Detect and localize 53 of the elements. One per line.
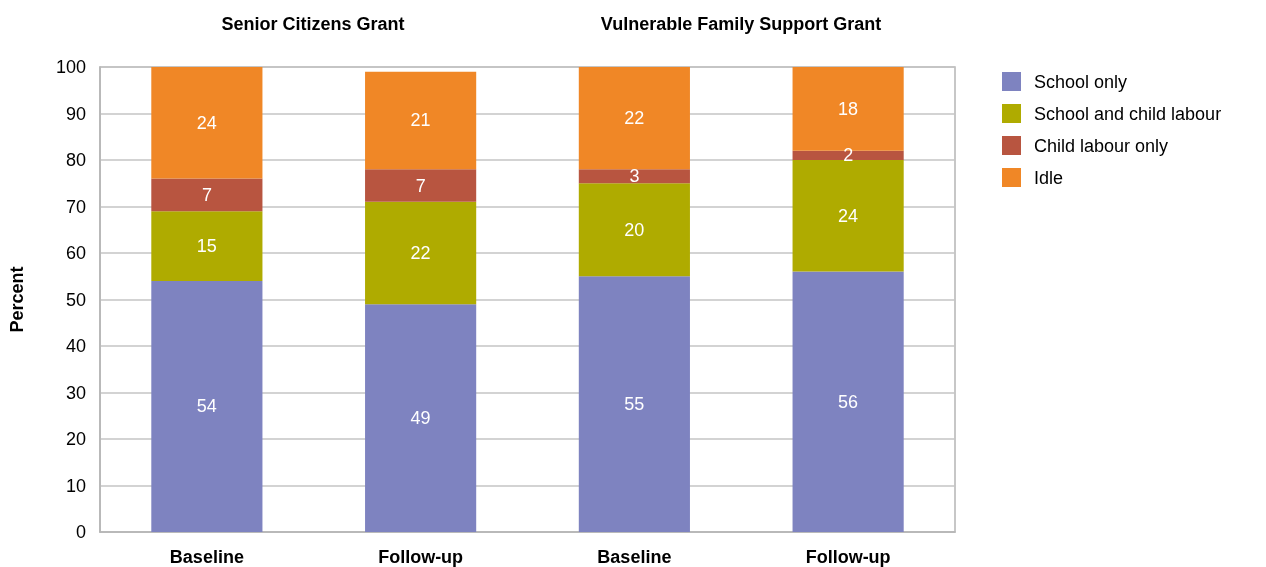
y-tick-label: 20: [65, 429, 86, 449]
data-label: 7: [201, 184, 212, 205]
data-label: 18: [838, 98, 859, 119]
bar: [578, 67, 690, 170]
y-tick-label: 50: [65, 289, 86, 310]
bar: [792, 150, 904, 160]
bar: [792, 271, 904, 532]
data-label: 54: [196, 396, 217, 417]
data-label: 3: [629, 166, 640, 187]
data-label: 7: [415, 175, 426, 196]
legend-label: School and child labour: [1034, 103, 1222, 124]
bar: [151, 211, 263, 281]
legend-label: School only: [1034, 71, 1128, 92]
data-label: 24: [838, 205, 859, 226]
data-label: 22: [410, 243, 431, 263]
y-tick-label: 90: [65, 103, 86, 124]
y-tick-label: 80: [65, 150, 86, 170]
y-tick-label: 70: [65, 196, 86, 217]
y-tick-label: 40: [65, 336, 86, 356]
bar: [578, 276, 690, 532]
legend-label: Child labour only: [1034, 135, 1169, 156]
bar: [792, 160, 904, 272]
text: Vulnerable Family Support Grant: [600, 14, 882, 34]
data-label: 21: [410, 110, 431, 131]
data-label: 49: [410, 408, 431, 429]
bar: [151, 280, 263, 532]
y-axis-title: Percent: [7, 266, 27, 333]
bar: [365, 201, 477, 305]
x-tick-label: Baseline: [597, 547, 672, 567]
y-tick-label: 60: [65, 243, 86, 263]
bar: [365, 304, 477, 532]
bar: [365, 169, 477, 202]
bar: [578, 183, 690, 277]
y-tick-label: 100: [55, 57, 86, 77]
bar: [365, 71, 477, 170]
data-label: 24: [196, 112, 217, 133]
x-tick-label: Baseline: [169, 547, 244, 567]
data-label: 22: [624, 108, 645, 129]
y-tick-label: 10: [65, 475, 86, 496]
data-label: 20: [624, 219, 645, 240]
x-tick-label: Follow-up: [378, 547, 464, 567]
data-label: 56: [838, 391, 859, 412]
y-tick-label: 30: [65, 382, 86, 403]
y-tick-label: 0: [75, 522, 86, 542]
bar: [151, 178, 263, 212]
text: Senior Citizens Grant: [221, 14, 405, 34]
bar: [578, 169, 690, 184]
legend-label: Idle: [1034, 167, 1064, 188]
data-label: 15: [196, 236, 217, 257]
data-label: 55: [624, 394, 645, 415]
x-tick-label: Follow-up: [805, 547, 891, 567]
data-label: 2: [843, 145, 854, 166]
bar: [151, 67, 263, 179]
